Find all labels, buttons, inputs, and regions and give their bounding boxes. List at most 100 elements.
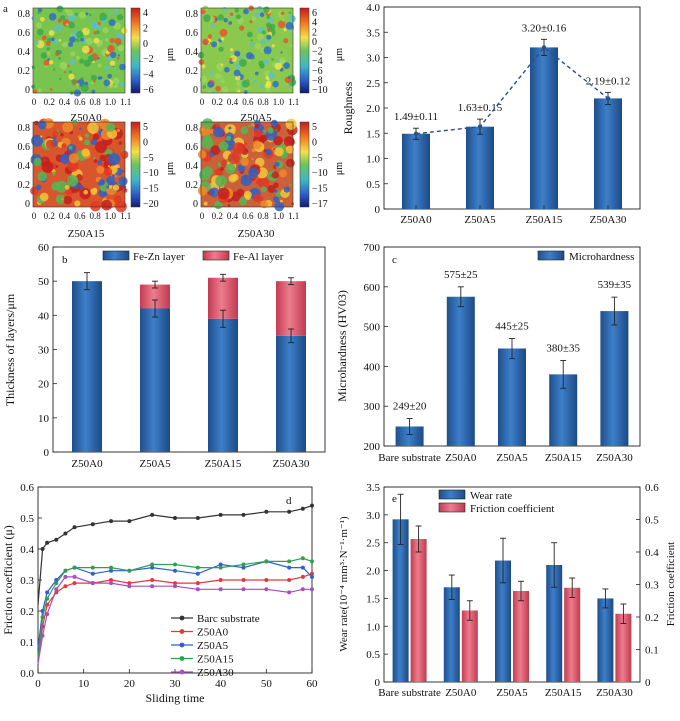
colorbar-tick: −6 <box>143 85 154 96</box>
map-y-tick: 0.2 <box>186 180 199 191</box>
surface-feature <box>117 44 125 52</box>
topography-map: 0.80.60.40.200 0.2 0.4 0.6 0.8 1.0 1.150−5−10−… <box>18 118 176 240</box>
surface-feature <box>207 90 211 93</box>
x-tick-label: 20 <box>124 678 136 690</box>
surface-feature <box>234 50 241 57</box>
surface-feature <box>66 9 74 17</box>
surface-feature <box>37 12 40 15</box>
y-tick-label: 2.5 <box>366 78 380 90</box>
friction-series-point <box>173 516 177 520</box>
y-tick-label: 0.4 <box>645 547 659 559</box>
surface-feature <box>62 41 68 48</box>
surface-feature <box>80 84 89 92</box>
map-x-tick: 1.1 <box>288 211 299 221</box>
roughness-bar <box>594 98 622 209</box>
surface-feature <box>232 142 245 155</box>
colorbar-tick: −2 <box>143 54 154 65</box>
friction-series-point <box>241 578 246 582</box>
surface-feature <box>267 127 274 134</box>
surface-feature <box>83 59 92 67</box>
surface-feature <box>248 124 251 128</box>
microhardness-value-label: 249±20 <box>393 401 427 413</box>
friction-series-point <box>264 587 269 592</box>
surface-feature <box>91 89 96 94</box>
friction-series-point <box>127 519 132 524</box>
surface-feature <box>81 45 90 54</box>
surface-feature <box>39 192 49 202</box>
map-y-tick: 0.6 <box>186 28 199 39</box>
surface-feature <box>48 12 57 21</box>
surface-feature <box>215 73 222 80</box>
surface-feature <box>215 175 228 188</box>
surface-feature <box>240 157 249 167</box>
colorbar-tick: 0 <box>312 37 317 48</box>
surface-feature <box>109 38 115 44</box>
surface-feature <box>248 167 259 178</box>
surface-feature <box>95 141 107 153</box>
surface-feature <box>69 36 76 43</box>
surface-feature <box>210 23 215 28</box>
surface-feature <box>283 136 295 147</box>
surface-feature <box>203 14 211 23</box>
surface-feature <box>273 147 276 151</box>
surface-feature <box>280 51 283 54</box>
surface-feature <box>83 139 91 146</box>
surface-feature <box>273 196 279 203</box>
surface-feature <box>252 140 262 150</box>
roughness-chart: 0 0.5 1.0 1.5 2.0 2.5 3.0 3.5 4.0 Roughness 1.49±0… <box>341 2 641 226</box>
surface-feature <box>102 38 105 41</box>
surface-feature <box>37 88 42 93</box>
surface-feature <box>228 152 240 165</box>
surface-feature <box>223 18 228 23</box>
surface-feature <box>58 39 62 42</box>
legend-marker <box>179 629 185 634</box>
y-tick-label: 0 <box>375 677 381 689</box>
friction-series-point <box>218 578 223 582</box>
surface-feature <box>90 200 101 212</box>
friction-series-point <box>264 559 269 564</box>
surface-feature <box>31 84 36 89</box>
y-tick-label: 1.5 <box>366 593 380 605</box>
surface-feature <box>217 14 224 21</box>
x-tick-label: Z50A0 <box>445 687 477 699</box>
legend-marker <box>179 669 185 675</box>
map-x-tick: 1.0 <box>273 211 285 221</box>
x-tick-label: Z50A0 <box>71 458 103 470</box>
friction-series-point <box>109 519 114 524</box>
surface-feature <box>249 20 253 24</box>
surface-feature <box>255 179 262 186</box>
surface-feature <box>277 20 286 29</box>
y2-axis-title: Friction coefficient <box>665 542 677 626</box>
surface-feature <box>117 14 124 21</box>
colorbar-tick: 4 <box>143 8 148 19</box>
surface-feature <box>79 185 84 190</box>
friction-series-point <box>241 562 246 567</box>
topography-map: 0.80.60.40.200 0.2 0.4 0.6 0.8 1.0 1.150−5−10−… <box>186 118 345 240</box>
microhardness-bar <box>600 311 629 446</box>
map-y-tick: 0.8 <box>186 9 199 20</box>
surface-feature <box>52 172 56 176</box>
surface-feature <box>230 48 234 52</box>
surface-feature <box>267 185 276 193</box>
y-tick-label: 600 <box>364 282 381 294</box>
y-axis-title: Roughness <box>341 81 355 134</box>
x-axis-title: Sliding time <box>145 691 204 705</box>
surface-feature <box>275 129 278 132</box>
surface-feature <box>251 122 255 127</box>
microhardness-bar <box>498 348 526 446</box>
surface-feature <box>114 195 122 204</box>
map-y-tick: 0 <box>25 199 30 210</box>
surface-feature <box>253 193 262 203</box>
surface-feature <box>100 185 106 192</box>
legend-label: Wear rate <box>470 490 512 502</box>
surface-feature <box>279 169 287 178</box>
friction-series-point <box>241 565 246 570</box>
surface-feature <box>258 177 270 189</box>
panel-a-label: a <box>3 3 8 15</box>
surface-feature <box>201 64 206 69</box>
surface-feature <box>234 8 239 13</box>
colorbar-tick: −10 <box>312 168 328 179</box>
legend-label: Z50A15 <box>197 654 234 666</box>
surface-feature <box>84 81 89 86</box>
surface-feature <box>288 11 292 14</box>
